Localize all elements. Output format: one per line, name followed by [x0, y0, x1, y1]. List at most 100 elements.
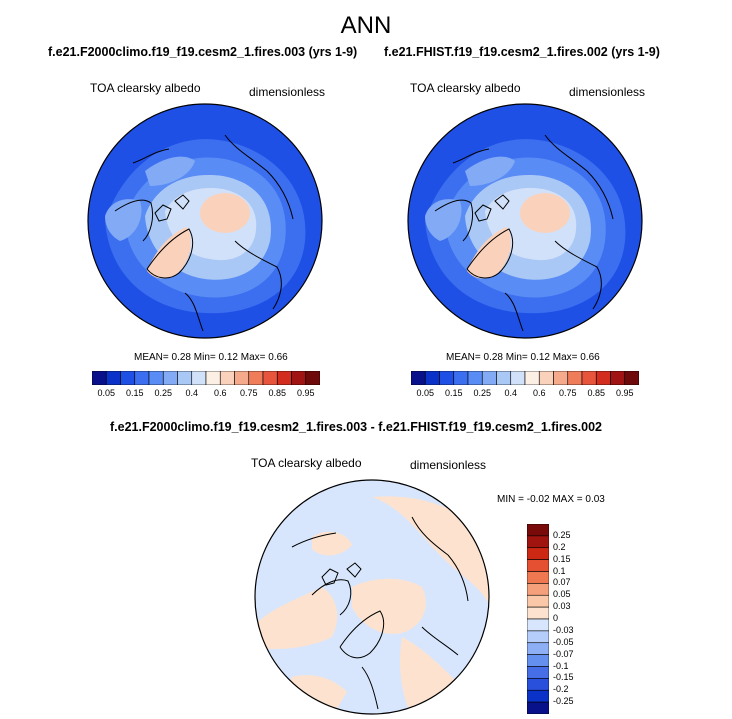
panel2-colorbar-tick-label: 0.25: [473, 388, 492, 398]
panel2-colorbar-tick-label: 0.05: [416, 388, 435, 398]
panel1-colorbar-tick-label: 0.75: [239, 388, 258, 398]
panel1-stats: MEAN= 0.28 Min= 0.12 Max= 0.66: [134, 352, 288, 363]
panel1-colorbar: [92, 371, 320, 385]
panel2-colorbar-box: [553, 371, 569, 385]
diff-colorbar-tick-label: -0.07: [553, 648, 574, 659]
panel2-colorbar-box: [467, 371, 483, 385]
panel1-colorbar-box: [248, 371, 264, 385]
panel1-colorbar-box: [105, 371, 121, 385]
panel1-units-label: dimensionless: [249, 85, 326, 99]
diff-stats: MIN = -0.02 MAX = 0.03: [497, 494, 605, 505]
panel1-colorbar-box: [262, 371, 278, 385]
diff-colorbar-tick-label: -0.05: [553, 636, 574, 647]
panel2-units-label: dimensionless: [569, 85, 646, 99]
panel1-colorbar-tick-label: 0.95: [296, 388, 315, 398]
panel2-colorbar-box: [538, 371, 554, 385]
diff-colorbar-tick-label: 0.03: [553, 601, 571, 612]
panel2-colorbar-box: [581, 371, 597, 385]
diff-variable-label: TOA clearsky albedo: [251, 456, 362, 470]
diff-colorbar-tick-label: 0.25: [553, 529, 571, 540]
panel2-colorbar-tick-label: 0.15: [444, 388, 463, 398]
diff-colorbar-box: [527, 535, 549, 549]
panel1-colorbar-tick-label: 0.25: [154, 388, 173, 398]
panel1-variable-label: TOA clearsky albedo: [90, 81, 201, 95]
diff-min-label: MIN =: [497, 494, 524, 505]
panel1-colorbar-box: [162, 371, 178, 385]
diff-colorbar-box: [527, 583, 549, 596]
diff-colorbar-tick-label: 0.2: [553, 541, 566, 552]
panel2-colorbar-ticks: 0.05 0.15 0.25 0.4 0.6 0.75 0.85 0.95: [411, 388, 639, 400]
diff-colorbar-box: [527, 678, 549, 691]
panel1-colorbar-tick-label: 0.85: [268, 388, 287, 398]
diff-colorbar-tick-label: -0.25: [553, 696, 574, 707]
panel1-colorbar-box: [291, 371, 307, 385]
figure-title: ANN: [340, 12, 392, 39]
panel2-colorbar-tick-label: 0.6: [532, 388, 546, 398]
diff-colorbar-ticks: 0.25 0.2 0.15 0.1 0.07 0.05 0.03 0 -0.03 -0.05 -0.…: [553, 524, 593, 714]
panel1-colorbar-ticks: 0.05 0.15 0.25 0.4 0.6 0.75 0.85 0.95: [92, 388, 320, 400]
panel2-colorbar-tick-label: 0.85: [587, 388, 606, 398]
diff-colorbar-box: [527, 630, 549, 644]
panel1-colorbar-box: [305, 371, 320, 385]
diff-colorbar-box: [527, 547, 549, 560]
panel2-colorbar-box: [481, 371, 497, 385]
diff-colorbar-box: [527, 689, 549, 703]
diff-colorbar-tick-label: 0.1: [553, 565, 566, 576]
panel1-mean-label: MEAN=: [134, 352, 169, 363]
panel1-colorbar-box: [148, 371, 164, 385]
diff-colorbar: [527, 524, 549, 714]
panel1-max-value: 0.66: [268, 352, 288, 363]
diff-min-value: -0.02: [526, 494, 550, 505]
panel2-case-title: f.e21.FHIST.f19_f19.cesm2_1.fires.002 (y…: [384, 45, 660, 59]
diff-colorbar-tick-label: 0: [553, 613, 559, 623]
diff-max-label: MAX =: [552, 494, 583, 505]
panel1-mean-value: 0.28: [171, 352, 191, 363]
panel1-colorbar-tick-label: 0.6: [213, 388, 227, 398]
panel1-case-title: f.e21.F2000climo.f19_f19.cesm2_1.fires.0…: [48, 45, 358, 59]
panel2-colorbar-box: [610, 371, 626, 385]
panel2-colorbar-box: [439, 371, 455, 385]
panel2-colorbar-box: [567, 371, 583, 385]
diff-colorbar-box: [527, 701, 549, 714]
panel1-colorbar-box: [205, 371, 221, 385]
panel2-colorbar-box: [524, 371, 540, 385]
panel2-colorbar-box: [424, 371, 440, 385]
panel2-colorbar-box: [510, 371, 526, 385]
panel2-mean-label: MEAN=: [446, 352, 481, 363]
diff-colorbar-box: [527, 524, 549, 537]
panel2-colorbar-tick-label: 0.75: [558, 388, 577, 398]
panel1-max-label: Max=: [240, 352, 266, 363]
panel2-colorbar: [411, 371, 639, 385]
diff-colorbar-box: [527, 654, 549, 667]
panel2-variable-label: TOA clearsky albedo: [410, 81, 521, 95]
panel2-colorbar-box: [496, 371, 512, 385]
panel2-max-label: Max=: [552, 352, 578, 363]
panel1-colorbar-box: [134, 371, 150, 385]
diff-colorbar-tick-label: 0.07: [553, 577, 571, 588]
panel1-colorbar-tick-label: 0.05: [97, 388, 116, 398]
panel1-polar-map: [87, 103, 323, 339]
diff-colorbar-box: [527, 594, 549, 608]
diff-colorbar-box: [527, 666, 549, 679]
panel1-min-value: 0.12: [218, 352, 238, 363]
panel2-colorbar-tick-label: 0.4: [504, 388, 518, 398]
panel2-stats: MEAN= 0.28 Min= 0.12 Max= 0.66: [446, 352, 600, 363]
diff-case-title: f.e21.F2000climo.f19_f19.cesm2_1.fires.0…: [110, 420, 602, 434]
panel1-colorbar-box: [276, 371, 292, 385]
panel2-colorbar-box: [411, 371, 426, 385]
diff-colorbar-tick-label: -0.1: [553, 660, 569, 671]
panel2-max-value: 0.66: [580, 352, 600, 363]
panel2-colorbar-box: [453, 371, 469, 385]
panel2-polar-map: [407, 103, 643, 339]
panel1-colorbar-box: [120, 371, 136, 385]
diff-colorbar-tick-label: -0.03: [553, 624, 574, 635]
panel1-min-label: Min=: [193, 352, 216, 363]
panel1-colorbar-tick-label: 0.4: [185, 388, 199, 398]
panel2-colorbar-box: [595, 371, 611, 385]
panel2-colorbar-box: [624, 371, 639, 385]
panel1-colorbar-tick-label: 0.15: [125, 388, 144, 398]
diff-max-value: 0.03: [585, 494, 605, 505]
diff-colorbar-box: [527, 606, 549, 620]
panel2-min-value: 0.12: [530, 352, 550, 363]
panel1-colorbar-box: [177, 371, 193, 385]
